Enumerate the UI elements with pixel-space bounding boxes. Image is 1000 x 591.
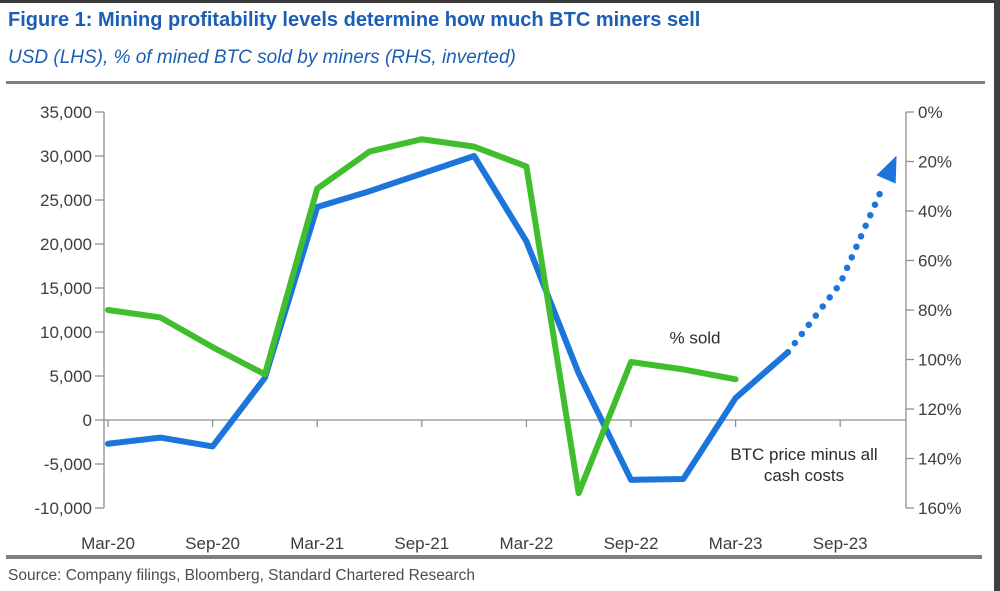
y-left-tick-label: -5,000 (44, 455, 92, 474)
x-tick-label: Mar-20 (81, 534, 135, 553)
y-left-tick-label: 30,000 (40, 147, 92, 166)
y-right-tick-label: 120% (918, 400, 961, 419)
x-tick-label: Mar-22 (499, 534, 553, 553)
bottom-divider (6, 555, 982, 559)
btc-costs-annotation-line1: BTC price minus all (730, 445, 878, 464)
y-left-tick-label: 5,000 (49, 367, 92, 386)
x-tick-label: Sep-23 (813, 534, 868, 553)
y-right-tick-label: 100% (918, 351, 961, 370)
pct-sold-annotation: % sold (669, 328, 721, 348)
y-left-tick-label: 20,000 (40, 235, 92, 254)
y-right-tick-label: 140% (918, 450, 961, 469)
y-right-tick-label: 20% (918, 153, 952, 172)
y-right-tick-label: 40% (918, 202, 952, 221)
source-text: Source: Company filings, Bloomberg, Stan… (8, 567, 475, 584)
y-right-tick-label: 80% (918, 301, 952, 320)
y-right-tick-label: 60% (918, 252, 952, 271)
projection-arrow-head (876, 155, 897, 184)
title-divider (6, 81, 985, 84)
y-left-tick-label: 0 (83, 411, 92, 430)
figure-subtitle: USD (LHS), % of mined BTC sold by miners… (8, 47, 516, 68)
series-line-btc-price-minus-all-cash-costs (105, 153, 791, 483)
x-tick-label: Sep-20 (185, 534, 240, 553)
projection-dotted-line (784, 183, 887, 356)
x-tick-label: Mar-23 (709, 534, 763, 553)
right-border (994, 0, 1000, 591)
y-left-tick-label: -10,000 (34, 499, 92, 518)
x-tick-label: Sep-21 (394, 534, 449, 553)
series-line-sold (105, 136, 739, 497)
y-left-tick-label: 35,000 (40, 103, 92, 122)
y-right-tick-label: 160% (918, 499, 961, 518)
figure-title: Figure 1: Mining profitability levels de… (8, 9, 701, 31)
x-tick-label: Mar-21 (290, 534, 344, 553)
y-right-tick-label: 0% (918, 103, 943, 122)
y-left-tick-label: 25,000 (40, 191, 92, 210)
btc-costs-annotation-line2: cash costs (763, 466, 845, 485)
y-left-tick-label: 15,000 (40, 279, 92, 298)
y-left-tick-label: 10,000 (40, 323, 92, 342)
x-tick-label: Sep-22 (604, 534, 659, 553)
btc-costs-annotation: BTC price minus all cash costs (730, 444, 877, 486)
top-border (0, 0, 1000, 3)
